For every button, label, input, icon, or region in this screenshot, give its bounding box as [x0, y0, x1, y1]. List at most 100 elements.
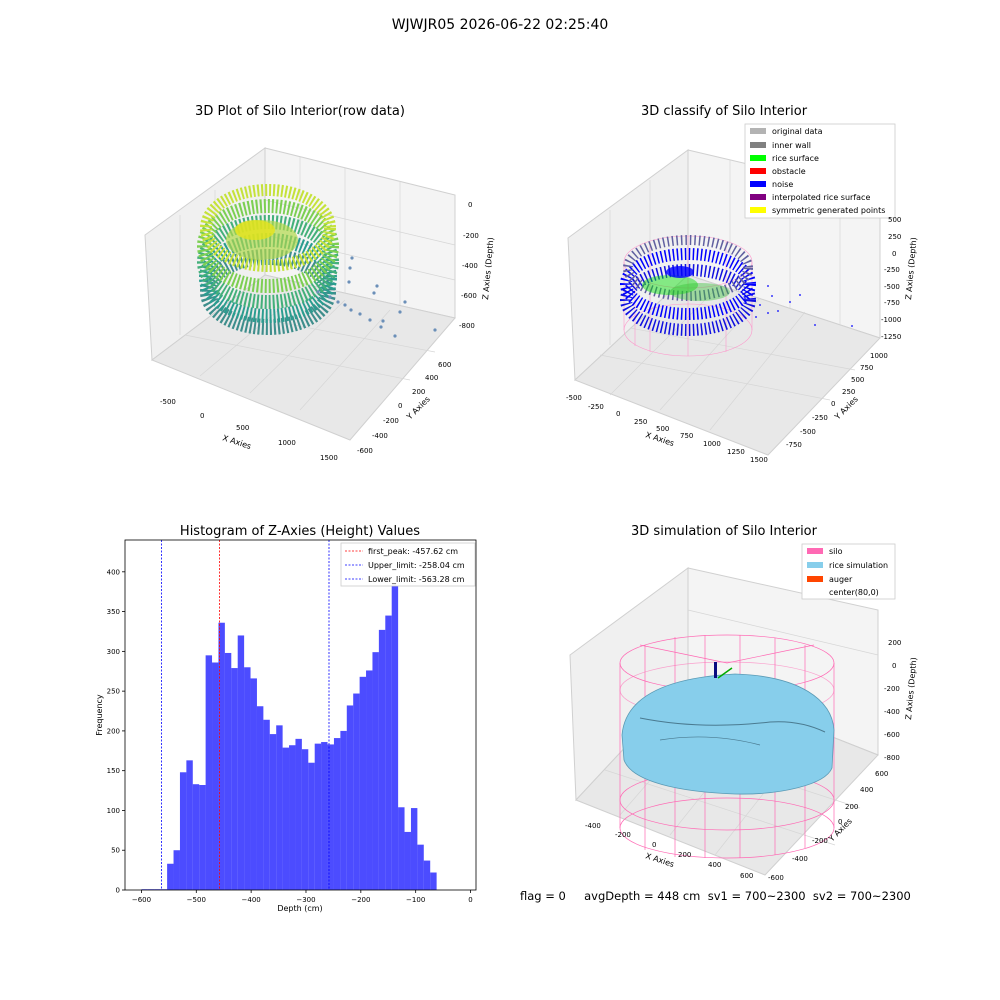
p2-ytick: -750 [786, 441, 802, 449]
p2-ztick: -750 [884, 299, 900, 307]
legend-swatch [750, 181, 766, 187]
histogram-bar [231, 668, 238, 890]
histogram-bar [295, 738, 302, 890]
ytick-label: 200 [107, 727, 120, 735]
legend-swatch [750, 128, 766, 134]
panel3-title: Histogram of Z-Axies (Height) Values [179, 524, 421, 539]
p2-ztick: -1000 [881, 316, 901, 324]
panel2-title: 3D classify of Silo Interior [640, 104, 808, 119]
legend-label: first_peak: -457.62 cm [368, 547, 458, 556]
legend-label: center(80,0) [829, 588, 879, 597]
p2-ytick: 750 [860, 364, 873, 372]
p1-ztick: -600 [461, 292, 477, 300]
p4-ytick: -200 [812, 837, 828, 845]
histogram-bar [391, 555, 399, 890]
xtick-label: −300 [296, 896, 315, 904]
p4-ytick: 0 [838, 818, 842, 826]
panel1-title: 3D Plot of Silo Interior(row data) [195, 104, 405, 119]
histogram-bar [430, 872, 437, 890]
histogram-reference-lines [161, 540, 330, 890]
histogram-bar [333, 738, 341, 890]
p1-xtick: 1000 [278, 439, 296, 447]
histogram-ylabel: Frequency [95, 694, 104, 736]
legend-swatch [750, 168, 766, 174]
p4-xtick: -400 [585, 822, 601, 830]
p2-xtick: -500 [566, 394, 582, 402]
histogram-bar [289, 745, 296, 890]
p1-ztick: -800 [459, 322, 475, 330]
histogram-bar [224, 652, 232, 890]
p2-xtick: 500 [656, 425, 669, 433]
ytick-label: 50 [111, 847, 120, 855]
histogram-bar [250, 678, 257, 890]
histogram-bar [218, 622, 225, 890]
p1-xtick: 1500 [320, 454, 338, 462]
histogram-bar [346, 705, 354, 890]
p2-noise-points [744, 285, 853, 327]
p4-ytick: -400 [792, 855, 808, 863]
histogram-legend: first_peak: -457.62 cm Upper_limit: -258… [340, 542, 476, 587]
ytick-label: 250 [107, 688, 120, 696]
legend-label: interpolated rice surface [772, 193, 870, 202]
p4-legend: silo rice simulation auger center(80,0) [801, 543, 896, 600]
histogram-bar [256, 706, 264, 890]
p1-xtick: 500 [236, 424, 249, 432]
p4-xtick: 200 [678, 851, 691, 859]
histogram-bar [167, 863, 174, 890]
histogram-bar [199, 785, 206, 890]
p2-ztick: -500 [884, 283, 900, 291]
xtick-label: −100 [406, 896, 425, 904]
legend-label: rice surface [772, 154, 819, 163]
panel2-3d-classify-plot: original data inner wall rice surface ob… [566, 123, 918, 464]
legend-label: original data [772, 127, 823, 136]
p4-ztick: 200 [888, 639, 901, 647]
legend-label: rice simulation [829, 561, 888, 570]
p1-ztick: 0 [468, 201, 472, 209]
xtick-label: −500 [187, 896, 206, 904]
p4-ytick: 400 [860, 786, 873, 794]
figure-title: WJWJR05 2026-06-22 02:25:40 [391, 17, 609, 33]
histogram-bar [314, 743, 322, 890]
p4-ztick: -400 [884, 708, 900, 716]
p2-ytick: 250 [842, 388, 855, 396]
histogram-bar [263, 719, 270, 890]
p1-ztick: -400 [462, 262, 478, 270]
histogram-bar [276, 725, 283, 890]
p4-xtick: 400 [708, 861, 721, 869]
p1-xtick: -500 [160, 398, 176, 406]
histogram-bar [423, 860, 431, 890]
p1-xtick: 0 [200, 412, 204, 420]
p2-point-cloud [620, 235, 756, 336]
ytick-label: 300 [107, 648, 120, 656]
histogram-bar [353, 693, 360, 890]
p2-legend: original data inner wall rice surface ob… [744, 123, 896, 219]
panel4-title: 3D simulation of Silo Interior [631, 524, 817, 539]
ytick-label: 400 [107, 568, 120, 576]
histogram-bar [308, 762, 315, 890]
histogram-bar [366, 670, 373, 890]
p4-zaxis-label: Z Axies (Depth) [904, 657, 918, 720]
histogram-bar [179, 772, 187, 890]
p4-rice-surface [621, 673, 835, 795]
histogram-xlabel: Depth (cm) [277, 904, 322, 913]
p2-ztick: -250 [884, 266, 900, 274]
histogram-bar [192, 784, 200, 890]
p4-xtick: 0 [652, 841, 656, 849]
legend-swatch [807, 548, 823, 554]
p4-xaxis-label: X Axies [644, 851, 675, 869]
p2-xtick: 1500 [750, 456, 768, 464]
p1-ztick: -200 [463, 232, 479, 240]
histogram-bar [327, 744, 334, 890]
histogram-bar [173, 850, 180, 890]
histogram-bar [378, 629, 386, 890]
p2-xtick: 0 [616, 410, 620, 418]
legend-label: obstacle [772, 167, 806, 176]
histogram-bar [237, 635, 245, 890]
histogram-bar [417, 844, 424, 890]
histogram-yticks: 0 50 100 150 200 250 300 350 400 [107, 568, 125, 895]
p1-ytick: -200 [383, 417, 399, 425]
p1-ytick: 200 [412, 388, 425, 396]
p4-xtick: 600 [740, 872, 753, 880]
p4-xtick: -200 [615, 831, 631, 839]
legend-label: Upper_limit: -258.04 cm [368, 561, 465, 570]
